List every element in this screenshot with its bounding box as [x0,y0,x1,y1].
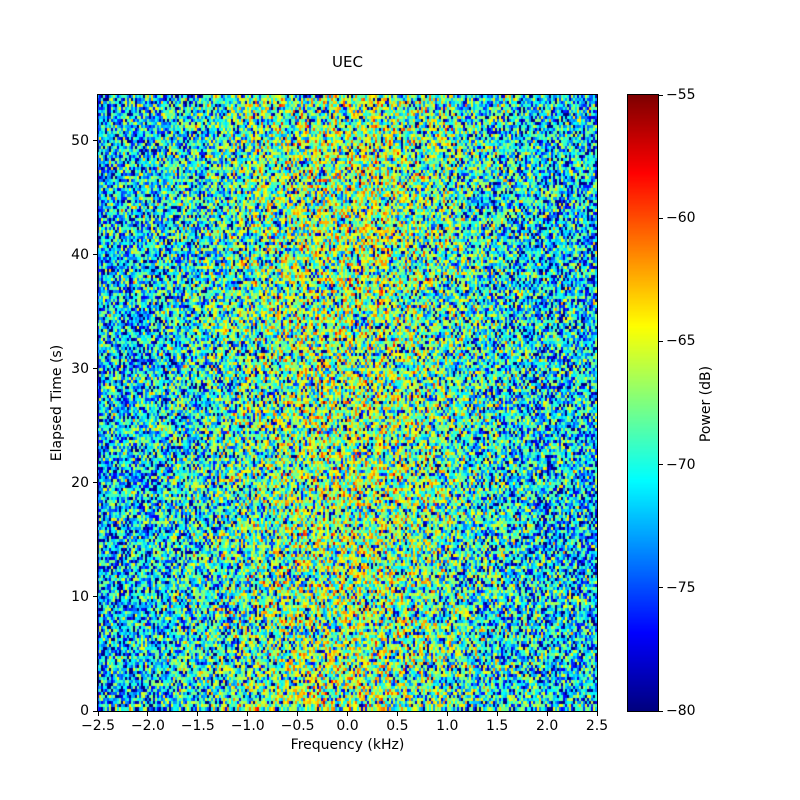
x-tick-mark [347,712,348,716]
colorbar-tick-mark [659,217,663,219]
y-tick-mark [93,140,97,142]
spectrogram-heatmap-canvas [98,95,597,711]
y-tick-label: 20 [71,474,89,491]
colorbar-tick-mark [659,710,663,712]
x-tick-mark [446,712,448,716]
x-tick-mark [247,712,249,716]
x-tick-label: 2.5 [585,718,609,734]
y-tick-mark [93,482,97,484]
x-tick-label: −2.5 [81,718,115,734]
colorbar-tick-mark [659,340,663,342]
colorbar-gradient-canvas [628,95,658,711]
x-tick-label: 0.0 [336,718,359,734]
x-tick-mark [596,712,598,716]
colorbar-tick-label: −70 [666,456,696,473]
colorbar-tick-label: −60 [666,210,696,227]
x-axis-label: Frequency (kHz) [290,737,405,753]
colorbar-tick-label: −75 [666,579,696,596]
y-tick-label: 40 [71,246,89,263]
x-tick-label: −0.5 [280,718,315,734]
x-tick-label: −2.0 [130,718,165,734]
colorbar-tick-label: −65 [666,333,696,350]
x-tick-label: 1.0 [436,718,459,734]
colorbar-tick-label: −55 [666,87,696,103]
x-tick-mark [197,712,199,716]
colorbar-tick-label: −80 [666,703,696,719]
chart-title: UEC [332,53,363,71]
y-tick-mark [93,596,97,598]
x-tick-label: 1.5 [486,718,509,734]
y-tick-mark [93,710,97,712]
y-tick-mark [93,254,97,256]
x-tick-mark [546,712,548,716]
colorbar-tick-mark [659,94,663,96]
x-tick-mark [297,712,299,716]
x-tick-mark [147,712,149,716]
y-tick-label: 10 [71,588,89,605]
y-tick-label: 50 [71,132,89,149]
x-tick-mark [97,712,99,716]
colorbar-tick-mark [659,464,663,466]
x-tick-mark [396,712,398,716]
x-tick-label: 0.5 [386,718,409,734]
colorbar [627,94,659,712]
y-tick-mark [93,368,97,370]
x-tick-label: −1.0 [230,718,265,734]
colorbar-label: Power (dB) [698,365,714,443]
plot-area [97,94,598,712]
x-tick-mark [496,712,498,716]
y-axis-label: Elapsed Time (s) [49,344,65,462]
colorbar-tick-mark [659,587,663,589]
x-tick-label: 2.0 [535,718,559,734]
x-tick-label: −1.5 [180,718,215,734]
y-tick-label: 30 [71,360,89,377]
y-tick-label: 0 [80,703,89,719]
